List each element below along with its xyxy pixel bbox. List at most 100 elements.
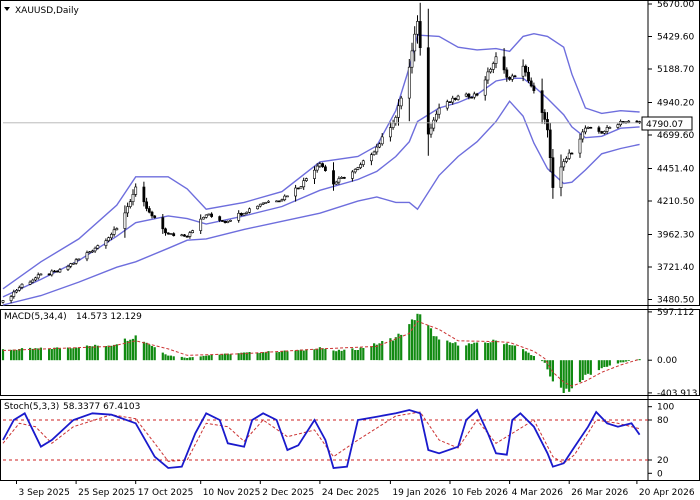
candle-body xyxy=(494,56,498,64)
macd-bar xyxy=(565,360,568,389)
macd-bar xyxy=(129,339,132,361)
macd-bar xyxy=(438,339,441,361)
macd-bar xyxy=(167,355,170,361)
macd-bar xyxy=(20,348,24,361)
candle-body xyxy=(356,167,360,170)
macd-bar xyxy=(72,348,75,361)
candle-body xyxy=(334,181,338,185)
price-axis-label: 4940.20 xyxy=(657,99,694,109)
candle-body xyxy=(240,213,243,216)
macd-bar xyxy=(237,353,240,361)
macd-bar xyxy=(354,350,357,361)
candle-body xyxy=(285,195,289,198)
current-price-label: 4790.07 xyxy=(646,120,683,130)
candle-body xyxy=(564,158,568,162)
macd-values: 14.573 12.129 xyxy=(76,312,142,322)
candle-body xyxy=(502,56,506,71)
macd-bar xyxy=(96,345,99,361)
x-axis-label: 3 Sep 2025 xyxy=(19,488,70,498)
macd-bar xyxy=(115,344,118,361)
candle-body xyxy=(134,186,138,195)
candle-body xyxy=(169,233,173,235)
macd-bar xyxy=(53,347,56,361)
macd-bar xyxy=(240,352,243,361)
candle-body xyxy=(226,221,230,223)
candle-body xyxy=(380,136,384,145)
bb-middle-band xyxy=(2,77,640,298)
macd-bar xyxy=(88,346,91,361)
macd-bar xyxy=(362,348,365,361)
macd-bar xyxy=(476,342,479,361)
candle-body xyxy=(410,50,414,68)
stoch-axis-label: 0 xyxy=(657,469,663,479)
macd-bar xyxy=(410,319,414,361)
candle-body xyxy=(434,113,438,121)
candle-body xyxy=(164,228,167,234)
candle-body xyxy=(540,90,544,113)
x-axis-label: 19 Jan 2026 xyxy=(392,488,446,498)
macd-bar xyxy=(400,334,403,361)
candle-body xyxy=(467,93,471,98)
candle-body xyxy=(110,234,113,239)
candle-body xyxy=(202,217,205,220)
macd-bar xyxy=(1,349,5,361)
chart-menu-triangle-icon[interactable] xyxy=(4,7,10,11)
candle-body xyxy=(150,211,154,217)
macd-bar xyxy=(48,348,51,361)
macd-bar xyxy=(335,351,338,361)
candle-body xyxy=(66,265,70,270)
macd-bar xyxy=(69,348,72,361)
macd-bar xyxy=(58,348,61,361)
price-axis-label: 5429.60 xyxy=(657,33,694,43)
macd-bar xyxy=(432,336,435,361)
candle-body xyxy=(126,206,130,214)
x-axis-label: 26 Mar 2026 xyxy=(571,488,628,498)
candle-body xyxy=(275,200,279,203)
x-axis-label: 25 Sep 2025 xyxy=(78,488,135,498)
macd-bar xyxy=(145,342,148,361)
candle-body xyxy=(391,122,395,128)
candle-body xyxy=(147,208,151,213)
candle-body xyxy=(34,277,37,281)
candle-body xyxy=(332,170,335,185)
candle-body xyxy=(432,119,436,129)
candle-body xyxy=(608,127,612,129)
candle-body xyxy=(397,105,400,118)
candle-body xyxy=(546,119,549,131)
candle-body xyxy=(142,186,146,203)
candle-body xyxy=(532,85,536,91)
macd-bar xyxy=(524,351,527,361)
candle-body xyxy=(486,71,490,81)
macd-bar xyxy=(39,347,42,361)
macd-bar xyxy=(584,360,587,375)
macd-bar xyxy=(169,355,172,361)
macd-bar xyxy=(508,345,511,361)
macd-bar xyxy=(397,333,400,361)
candle-body xyxy=(602,131,606,134)
candle-body xyxy=(388,127,392,138)
macd-bar xyxy=(15,349,18,361)
candle-body xyxy=(50,270,54,276)
candle-body xyxy=(210,213,214,217)
candle-body xyxy=(256,205,260,210)
candle-body xyxy=(128,201,132,207)
price-axis-label: 3962.30 xyxy=(657,231,694,241)
macd-bar xyxy=(503,344,506,361)
candle-body xyxy=(17,287,21,291)
candle-body xyxy=(378,143,381,148)
macd-bar xyxy=(448,342,452,361)
candle-body xyxy=(426,47,430,135)
macd-bar xyxy=(210,355,213,361)
x-axis-label: 17 Oct 2025 xyxy=(138,488,194,498)
macd-bar xyxy=(419,314,422,361)
candle-body xyxy=(280,199,284,202)
candle-body xyxy=(20,283,24,288)
candle-body xyxy=(302,180,306,188)
candle-body xyxy=(283,195,287,201)
candle-body xyxy=(416,21,419,35)
price-axis-label: 4451.40 xyxy=(657,165,694,175)
macd-bar xyxy=(337,349,340,361)
macd-bar xyxy=(505,343,508,361)
candle-body xyxy=(318,163,322,167)
